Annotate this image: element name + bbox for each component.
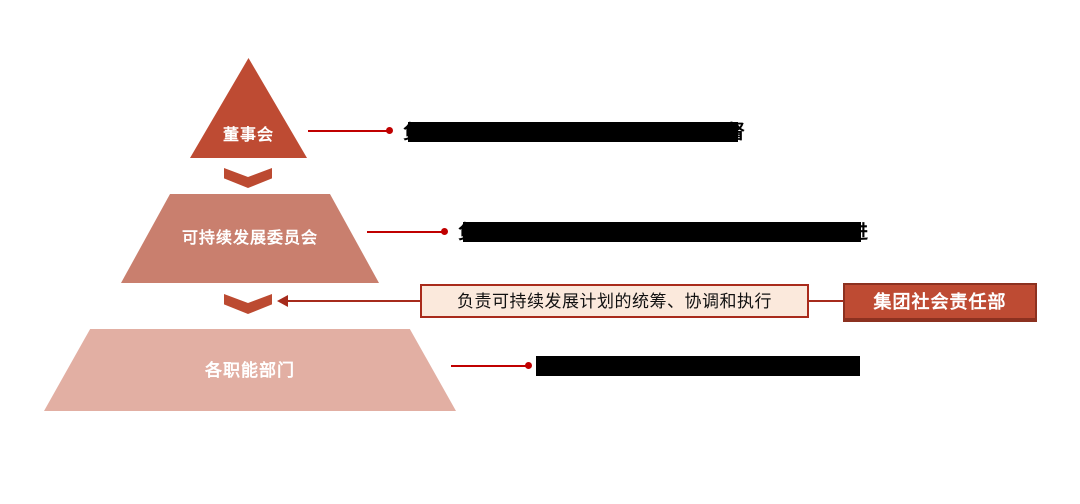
department-box-text: 集团社会责任部 bbox=[873, 291, 1007, 312]
connector-dot bbox=[386, 127, 393, 134]
coordination-box-text: 负责可持续发展计划的统筹、协调和执行 bbox=[457, 291, 772, 311]
pyramid-level-board: 董事会 bbox=[190, 58, 307, 158]
chevron-down-icon bbox=[224, 294, 272, 314]
coordination-box: 负责可持续发展计划的统筹、协调和执行 bbox=[420, 284, 809, 318]
arrow-left-icon bbox=[277, 295, 288, 307]
redaction-bar bbox=[408, 122, 738, 142]
arrow-shaft bbox=[287, 300, 420, 302]
connector-dot bbox=[441, 228, 448, 235]
redaction-bar bbox=[536, 356, 860, 376]
redacted-description-committee: 负 进 bbox=[458, 221, 868, 243]
chevron-down-icon bbox=[224, 168, 272, 188]
redacted-description-board: 负 督 bbox=[403, 121, 745, 143]
departments-label: 各职能部门 bbox=[205, 360, 295, 380]
connector-line bbox=[308, 130, 388, 132]
redaction-bar bbox=[463, 222, 861, 242]
board-label: 董事会 bbox=[222, 127, 274, 144]
connector-line bbox=[367, 231, 443, 233]
committee-label: 可持续发展委员会 bbox=[181, 229, 318, 247]
connector-dot bbox=[525, 362, 532, 369]
connector-line bbox=[451, 365, 527, 367]
redacted-description-departments bbox=[536, 355, 860, 377]
connector-line bbox=[809, 300, 843, 302]
pyramid-level-committee: 可持续发展委员会 bbox=[121, 194, 379, 283]
department-box: 集团社会责任部 bbox=[843, 283, 1037, 322]
pyramid-level-departments: 各职能部门 bbox=[44, 329, 456, 411]
